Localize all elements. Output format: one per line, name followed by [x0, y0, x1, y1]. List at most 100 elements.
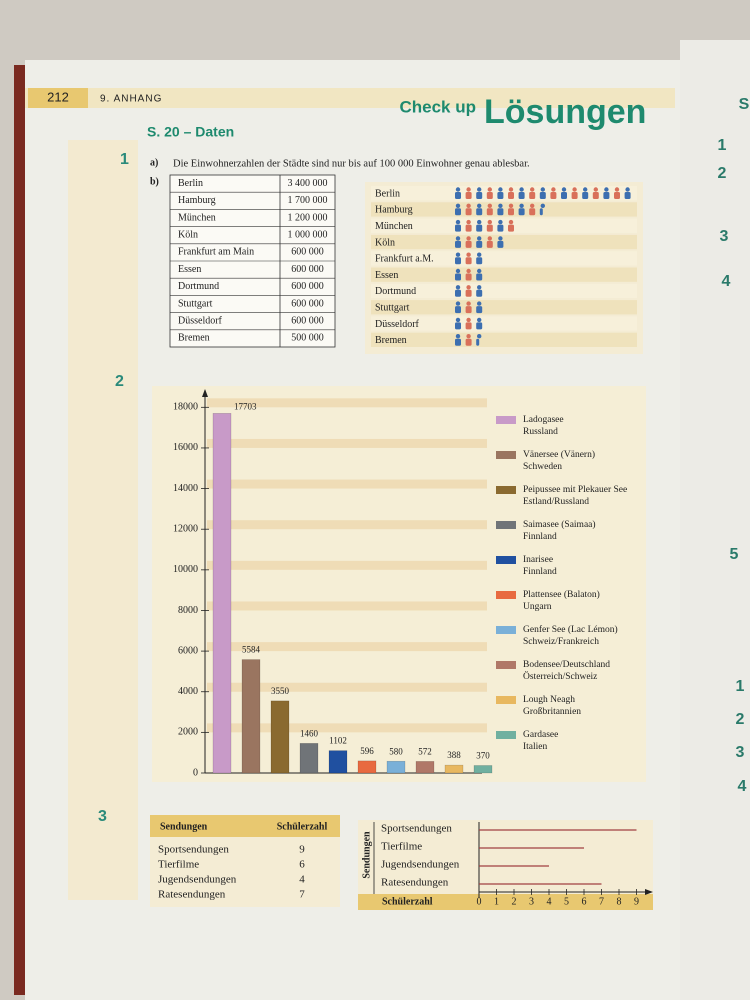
person-icon	[476, 334, 482, 346]
table-cell: Düsseldorf	[178, 315, 223, 326]
icon-head	[466, 236, 471, 241]
person-icon	[518, 203, 525, 216]
next-page-number: 3	[736, 744, 745, 761]
page-number-box	[28, 88, 88, 108]
bar	[357, 760, 377, 774]
x-tick-label: 8	[617, 896, 622, 907]
pictogram-row	[371, 251, 637, 266]
icon-head	[572, 187, 577, 192]
category-label: Jugendsendungen	[381, 859, 460, 871]
person-icon	[497, 187, 504, 199]
icon-head	[466, 334, 471, 339]
icon-body	[476, 273, 483, 281]
person-icon	[465, 252, 472, 265]
next-page-number: 1	[718, 137, 727, 154]
icon-head	[477, 187, 482, 192]
pictogram-label: Düsseldorf	[375, 319, 420, 330]
section-title: S. 20 – Daten	[147, 124, 234, 140]
legend-country: Ungarn	[523, 602, 552, 612]
icon-head	[466, 301, 471, 306]
bar-value-label: 3550	[271, 686, 290, 696]
task-number: 1	[120, 151, 129, 168]
pictogram-icons	[455, 268, 483, 281]
icon-body	[518, 208, 525, 216]
grid-band	[207, 438, 487, 448]
icon-head	[625, 187, 630, 192]
header-band	[25, 88, 675, 108]
icon-head	[455, 236, 461, 241]
person-icon	[455, 203, 461, 216]
icon-body	[518, 192, 525, 199]
y-axis-arrow	[202, 389, 208, 397]
table-cell: 600 000	[291, 281, 324, 292]
icon-body	[486, 240, 493, 248]
title-big: Lösungen	[484, 93, 646, 131]
icon-body	[476, 289, 483, 297]
table3-cell: Tierfilme	[158, 859, 199, 871]
pictogram-row	[371, 186, 637, 201]
icon-body	[486, 224, 493, 232]
icon-body	[465, 192, 472, 199]
person-icon	[465, 334, 472, 346]
pictogram-row	[371, 202, 637, 217]
icon-body	[582, 192, 589, 199]
icon-head	[540, 203, 545, 208]
icon-head	[487, 236, 492, 241]
icon-body	[561, 192, 567, 199]
icon-body	[476, 338, 480, 346]
icon-head	[508, 203, 514, 208]
y-tick-label: 10000	[173, 564, 198, 575]
person-icon	[455, 301, 461, 314]
legend-country: Österreich/Schweiz	[523, 670, 597, 682]
bar	[212, 413, 232, 774]
icon-head	[466, 285, 471, 290]
table-cell: München	[178, 212, 216, 223]
table3-cell: 6	[299, 859, 305, 871]
table-cell: Frankfurt am Main	[178, 247, 254, 258]
person-icon	[529, 203, 536, 216]
table-cell: 600 000	[291, 247, 324, 258]
person-icon	[486, 219, 493, 232]
pictogram-label: Dortmund	[375, 286, 416, 297]
legend-swatch	[496, 731, 516, 739]
person-icon	[476, 317, 483, 330]
table-cell: 1 700 000	[288, 195, 328, 206]
right-page	[680, 40, 750, 1000]
x-tick-label: 5	[564, 896, 569, 907]
icon-body	[497, 192, 504, 199]
icon-head	[487, 187, 492, 192]
table3-header	[150, 815, 340, 837]
icon-head	[530, 187, 535, 192]
grid-band	[207, 560, 487, 570]
icon-body	[476, 192, 483, 199]
person-icon	[476, 268, 483, 281]
icon-body	[508, 208, 514, 216]
legend-swatch	[496, 626, 516, 634]
x-tick-label: 0	[477, 896, 482, 907]
table-cell: Berlin	[178, 178, 203, 189]
icon-head	[455, 285, 461, 290]
y-tick-label: 8000	[178, 605, 198, 616]
table-cell: 500 000	[291, 333, 324, 344]
person-icon	[561, 187, 567, 199]
icon-body	[455, 338, 461, 346]
category-label: Tierfilme	[381, 841, 422, 853]
icon-body	[476, 306, 483, 314]
legend-name: Lough Neagh	[523, 695, 575, 705]
person-icon	[614, 187, 620, 199]
icon-head	[466, 252, 471, 257]
icon-head	[466, 219, 471, 225]
category-label: Ratesendungen	[381, 877, 449, 889]
icon-body	[476, 224, 483, 232]
icon-body	[465, 257, 472, 265]
person-icon	[592, 187, 599, 199]
icon-head	[561, 187, 567, 192]
pictogram-icons	[455, 317, 483, 330]
person-icon	[486, 187, 493, 199]
task-number: 3	[98, 808, 107, 825]
person-icon	[476, 236, 483, 248]
person-icon	[465, 285, 472, 297]
bar	[473, 765, 493, 774]
icon-head	[477, 334, 482, 339]
icon-head	[487, 203, 492, 208]
